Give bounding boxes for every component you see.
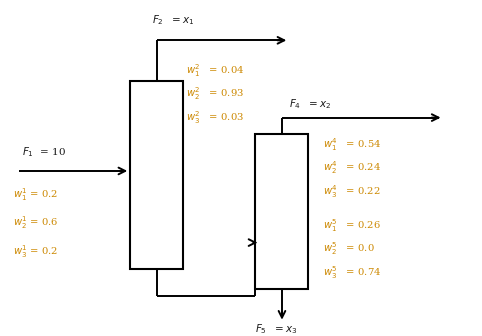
Text: $F_5$  $= x_3$: $F_5$ $= x_3$ <box>255 322 298 336</box>
Bar <box>130 81 183 269</box>
Text: $w_2^1$ = 0.6: $w_2^1$ = 0.6 <box>13 215 59 232</box>
Text: $w_1^1$ = 0.2: $w_1^1$ = 0.2 <box>13 186 58 203</box>
Text: $w_2^4$   = 0.24: $w_2^4$ = 0.24 <box>323 160 381 176</box>
Text: $w_1^2$   = 0.04: $w_1^2$ = 0.04 <box>186 62 244 79</box>
Text: $w_3^2$   = 0.03: $w_3^2$ = 0.03 <box>186 109 243 126</box>
Bar <box>255 134 308 289</box>
Text: $w_2^5$   = 0.0: $w_2^5$ = 0.0 <box>323 240 375 257</box>
Text: $w_2^2$   = 0.93: $w_2^2$ = 0.93 <box>186 86 243 102</box>
Text: $w_3^1$ = 0.2: $w_3^1$ = 0.2 <box>13 243 58 260</box>
Text: $w_3^4$   = 0.22: $w_3^4$ = 0.22 <box>323 183 380 200</box>
Text: $w_3^5$   = 0.74: $w_3^5$ = 0.74 <box>323 264 381 281</box>
Text: $w_1^4$   = 0.54: $w_1^4$ = 0.54 <box>323 136 381 153</box>
Text: $F_4$  $= x_2$: $F_4$ $= x_2$ <box>289 97 332 111</box>
Text: $F_1$  = 10: $F_1$ = 10 <box>22 145 66 159</box>
Text: $w_1^5$   = 0.26: $w_1^5$ = 0.26 <box>323 217 381 234</box>
Text: $F_2$  $= x_1$: $F_2$ $= x_1$ <box>152 13 194 27</box>
